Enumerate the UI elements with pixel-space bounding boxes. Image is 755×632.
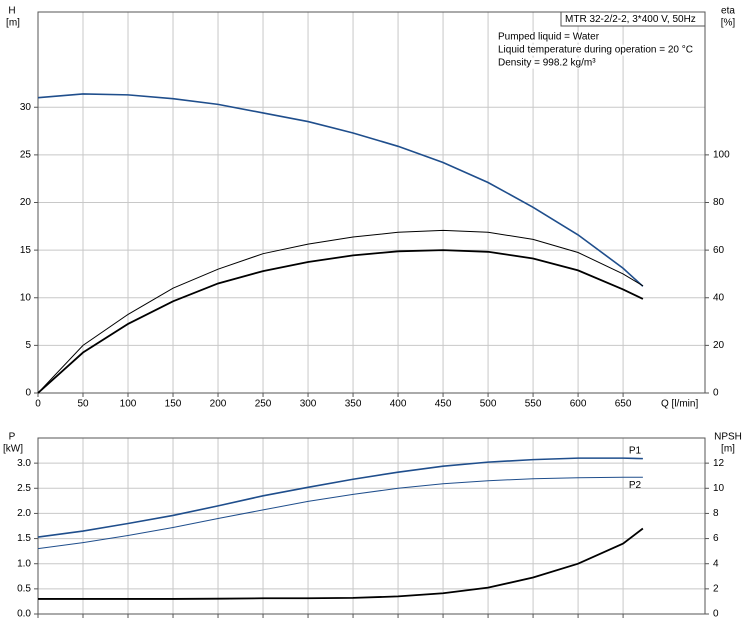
annotation-bg xyxy=(497,57,598,69)
y2-tick-label: 6 xyxy=(713,533,719,544)
y2-tick-label: 100 xyxy=(713,150,730,161)
x-tick-label: 450 xyxy=(435,399,452,410)
curve xyxy=(37,249,644,394)
y-axis-label: H xyxy=(8,6,15,17)
curve xyxy=(37,476,643,550)
y-tick-label: 10 xyxy=(20,292,32,303)
x-tick-label: 550 xyxy=(525,399,542,410)
y-tick-label: 2.5 xyxy=(17,483,31,494)
x-tick-label: 650 xyxy=(615,399,632,410)
y2-tick-label: 10 xyxy=(713,483,725,494)
annotation: Liquid temperature during operation = 20… xyxy=(498,45,693,56)
y-tick-label: 1.5 xyxy=(17,533,31,544)
x-tick-label: 50 xyxy=(77,399,89,410)
plot-frame xyxy=(37,11,706,394)
annotation-bg xyxy=(497,44,694,56)
y2-tick-label: 0 xyxy=(713,388,719,399)
y-tick-label: 1.0 xyxy=(17,558,31,569)
x-tick-label: 350 xyxy=(345,399,362,410)
x-tick-label: 600 xyxy=(570,399,587,410)
y2-tick-label: 60 xyxy=(713,245,725,256)
x-tick-label: 0 xyxy=(35,399,41,410)
x-tick-label: 150 xyxy=(165,399,182,410)
y-tick-label: 0 xyxy=(25,388,31,399)
y2-tick-label: 80 xyxy=(713,197,725,208)
curve-label: P2 xyxy=(629,480,642,491)
y-tick-label: 20 xyxy=(20,197,32,208)
y-axis-label: P xyxy=(9,432,16,443)
y2-tick-label: 40 xyxy=(713,292,725,303)
y2-axis-unit: [m] xyxy=(721,444,735,455)
annotation: Pumped liquid = Water xyxy=(498,32,600,43)
x-tick-label: 250 xyxy=(255,399,272,410)
y-tick-label: 0.0 xyxy=(17,609,31,620)
y2-tick-label: 0 xyxy=(713,609,719,620)
y-tick-label: 25 xyxy=(20,150,32,161)
y-tick-label: 30 xyxy=(20,102,32,113)
annotation-bg xyxy=(497,31,601,43)
x-tick-label: 400 xyxy=(390,399,407,410)
y2-tick-label: 20 xyxy=(713,340,725,351)
x-tick-label: 200 xyxy=(210,399,227,410)
curve xyxy=(37,457,643,538)
y-tick-label: 5 xyxy=(25,340,31,351)
title-box xyxy=(560,11,706,27)
plot-frame xyxy=(37,437,706,615)
y-axis-unit: [kW] xyxy=(3,444,23,455)
y-tick-label: 3.0 xyxy=(17,458,31,469)
y2-axis-label: eta xyxy=(721,6,735,17)
y2-tick-label: 4 xyxy=(713,558,719,569)
y2-axis-unit: [%] xyxy=(721,18,736,29)
y2-tick-label: 2 xyxy=(713,583,719,594)
y2-tick-label: 12 xyxy=(713,458,725,469)
x-tick-label: 100 xyxy=(120,399,137,410)
y-tick-label: 0.5 xyxy=(17,583,31,594)
x-tick-label: 300 xyxy=(300,399,317,410)
annotation: Density = 998.2 kg/m³ xyxy=(498,58,596,69)
curve xyxy=(37,93,644,287)
y-axis-unit: [m] xyxy=(6,18,20,29)
y-tick-label: 15 xyxy=(20,245,32,256)
curve xyxy=(37,229,644,394)
x-tick-label: 500 xyxy=(480,399,497,410)
y2-axis-label: NPSH xyxy=(714,432,742,443)
chart-title: MTR 32-2/2-2, 3*400 V, 50Hz xyxy=(565,14,696,25)
y-tick-label: 2.0 xyxy=(17,508,31,519)
curve xyxy=(38,527,644,600)
x-axis-label: Q [l/min] xyxy=(661,399,698,410)
y2-tick-label: 8 xyxy=(713,508,719,519)
curve-label: P1 xyxy=(629,445,642,456)
